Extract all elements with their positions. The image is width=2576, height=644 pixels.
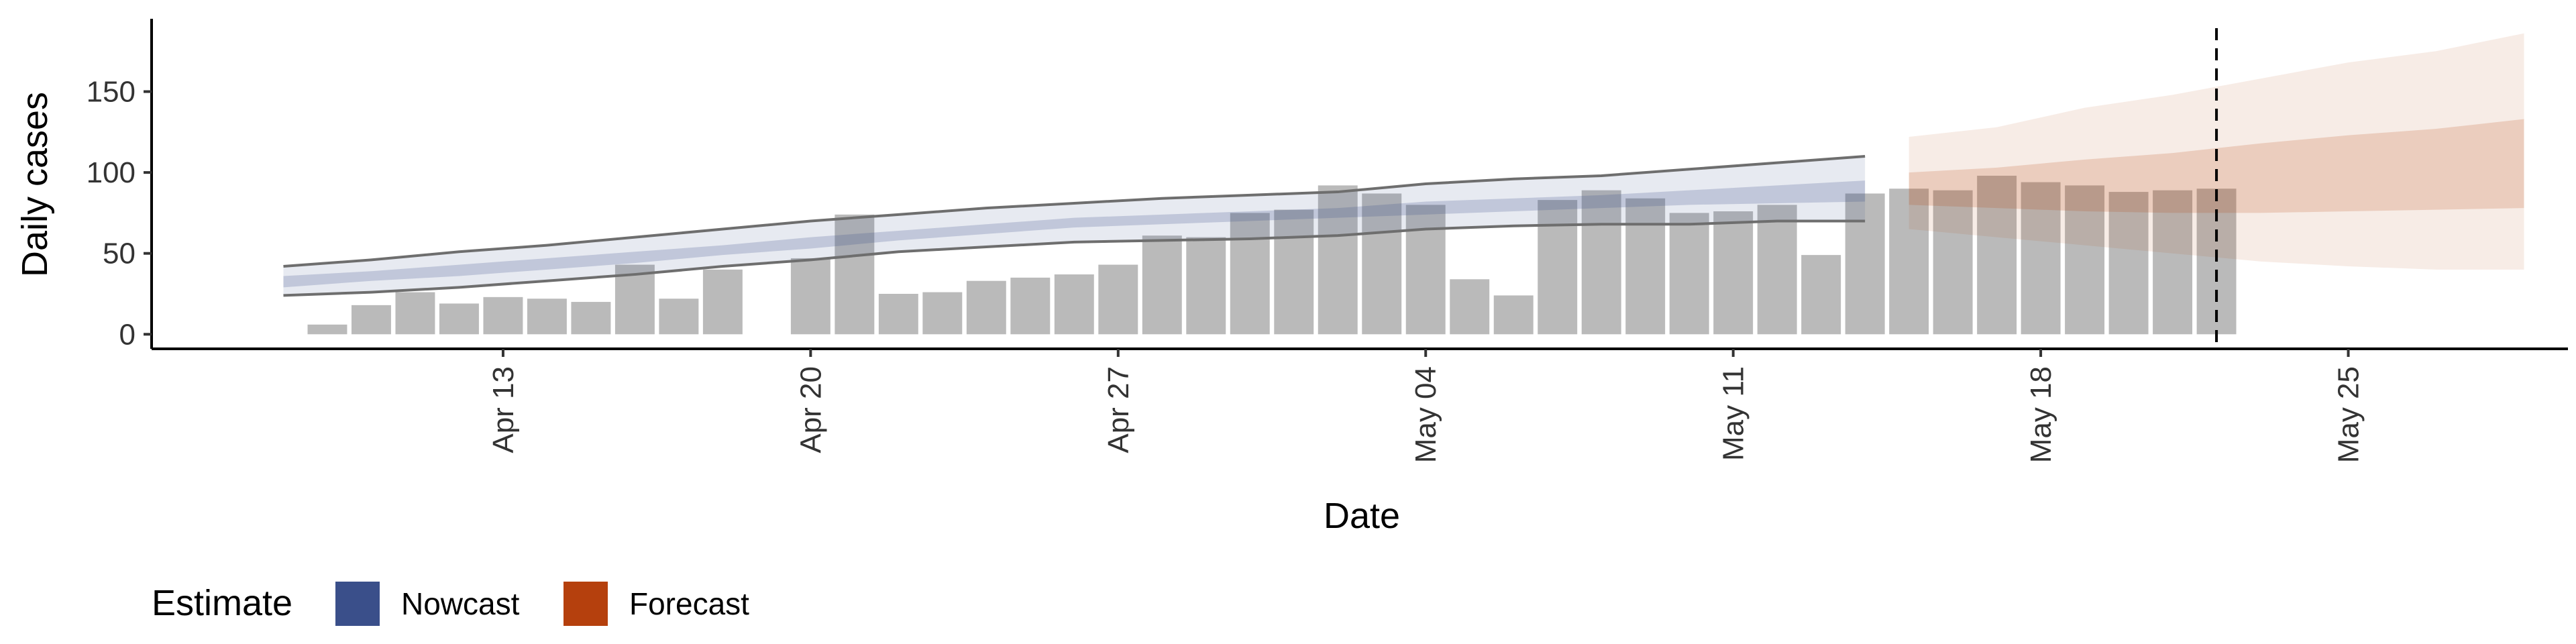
legend: Estimate Nowcast Forecast [152,582,749,626]
y-tick-label-50: 50 [103,237,136,270]
bar-2020-05-18 [2021,182,2061,335]
bar-2020-05-04 [1405,205,1446,335]
y-tick-label-150: 150 [87,76,136,109]
bar-2020-04-26 [1054,274,1094,335]
y-axis-title: Daily cases [15,92,55,277]
bar-2020-05-13 [1801,255,1841,335]
bar-2020-05-05 [1450,279,1490,335]
y-ticks: 0 50 100 150 [87,76,152,351]
bar-2020-04-28 [1142,235,1182,335]
bar-2020-05-06 [1493,295,1534,335]
bar-2020-04-21 [835,214,875,335]
nowcast-upper-line [283,155,1866,268]
bar-2020-05-14 [1845,193,1885,335]
bar-2020-04-15 [571,302,611,335]
nowcast-band-50 [283,180,1866,288]
bar-2020-04-14 [527,299,567,335]
x-axis-title: Date [1324,496,1400,536]
bar-2020-05-20 [2108,192,2149,335]
bar-2020-04-10 [351,305,391,335]
bar-2020-05-15 [1889,189,1929,335]
bar-2020-04-17 [659,299,699,335]
bar-2020-05-08 [1581,190,1621,335]
x-tick-label-2020-04-13: Apr 13 [487,366,520,453]
bar-2020-04-24 [966,280,1006,335]
bar-2020-04-22 [878,294,918,335]
legend-key-forecast [564,582,608,626]
forecast-band-50 [1909,119,2524,213]
bar-2020-04-11 [395,292,435,335]
bar-2020-04-09 [307,324,347,335]
bar-2020-04-20 [790,258,830,335]
x-tick-label-2020-05-04: May 04 [1409,366,1442,463]
bar-2020-05-02 [1318,185,1358,335]
bar-2020-04-12 [439,303,479,335]
bars-layer [307,175,2237,335]
bar-2020-05-03 [1362,193,1402,335]
legend-label-forecast: Forecast [629,586,749,621]
bar-2020-04-29 [1186,237,1226,335]
axes-layer [150,19,2568,350]
legend-title: Estimate [152,583,292,623]
x-tick-label-2020-05-18: May 18 [2025,366,2057,463]
x-tick-label-2020-05-25: May 25 [2332,366,2365,463]
bar-2020-04-30 [1230,213,1270,335]
x-ticks: Apr 13 Apr 20 Apr 27 May 04 May 11 May 18 May … [487,349,2365,463]
bar-2020-05-09 [1625,198,1666,335]
x-tick-label-2020-05-11: May 11 [1717,366,1750,461]
bar-2020-05-10 [1669,213,1709,335]
bar-2020-05-21 [2153,190,2193,335]
nowcast-lower-line [283,219,1866,297]
bar-2020-04-23 [922,292,963,335]
bar-2020-05-12 [1757,205,1797,335]
bar-2020-05-17 [1977,175,2017,335]
bar-2020-05-07 [1538,200,1578,335]
bar-2020-04-13 [483,297,523,335]
legend-key-nowcast [335,582,380,626]
nowcast-band-90 [283,156,1866,296]
legend-label-nowcast: Nowcast [401,586,520,621]
bar-2020-05-11 [1713,211,1754,335]
ribbons-layer [283,33,2524,297]
bar-2020-05-16 [1933,190,1973,335]
bar-2020-05-01 [1274,209,1314,335]
x-tick-label-2020-04-27: Apr 27 [1102,366,1135,453]
x-tick-label-2020-04-20: Apr 20 [794,366,827,453]
bar-2020-04-18 [702,269,743,335]
bar-2020-05-19 [2065,185,2105,335]
bar-2020-04-25 [1010,277,1051,335]
y-tick-label-100: 100 [87,156,136,189]
bar-2020-04-27 [1098,264,1138,335]
y-tick-label-0: 0 [119,318,136,351]
